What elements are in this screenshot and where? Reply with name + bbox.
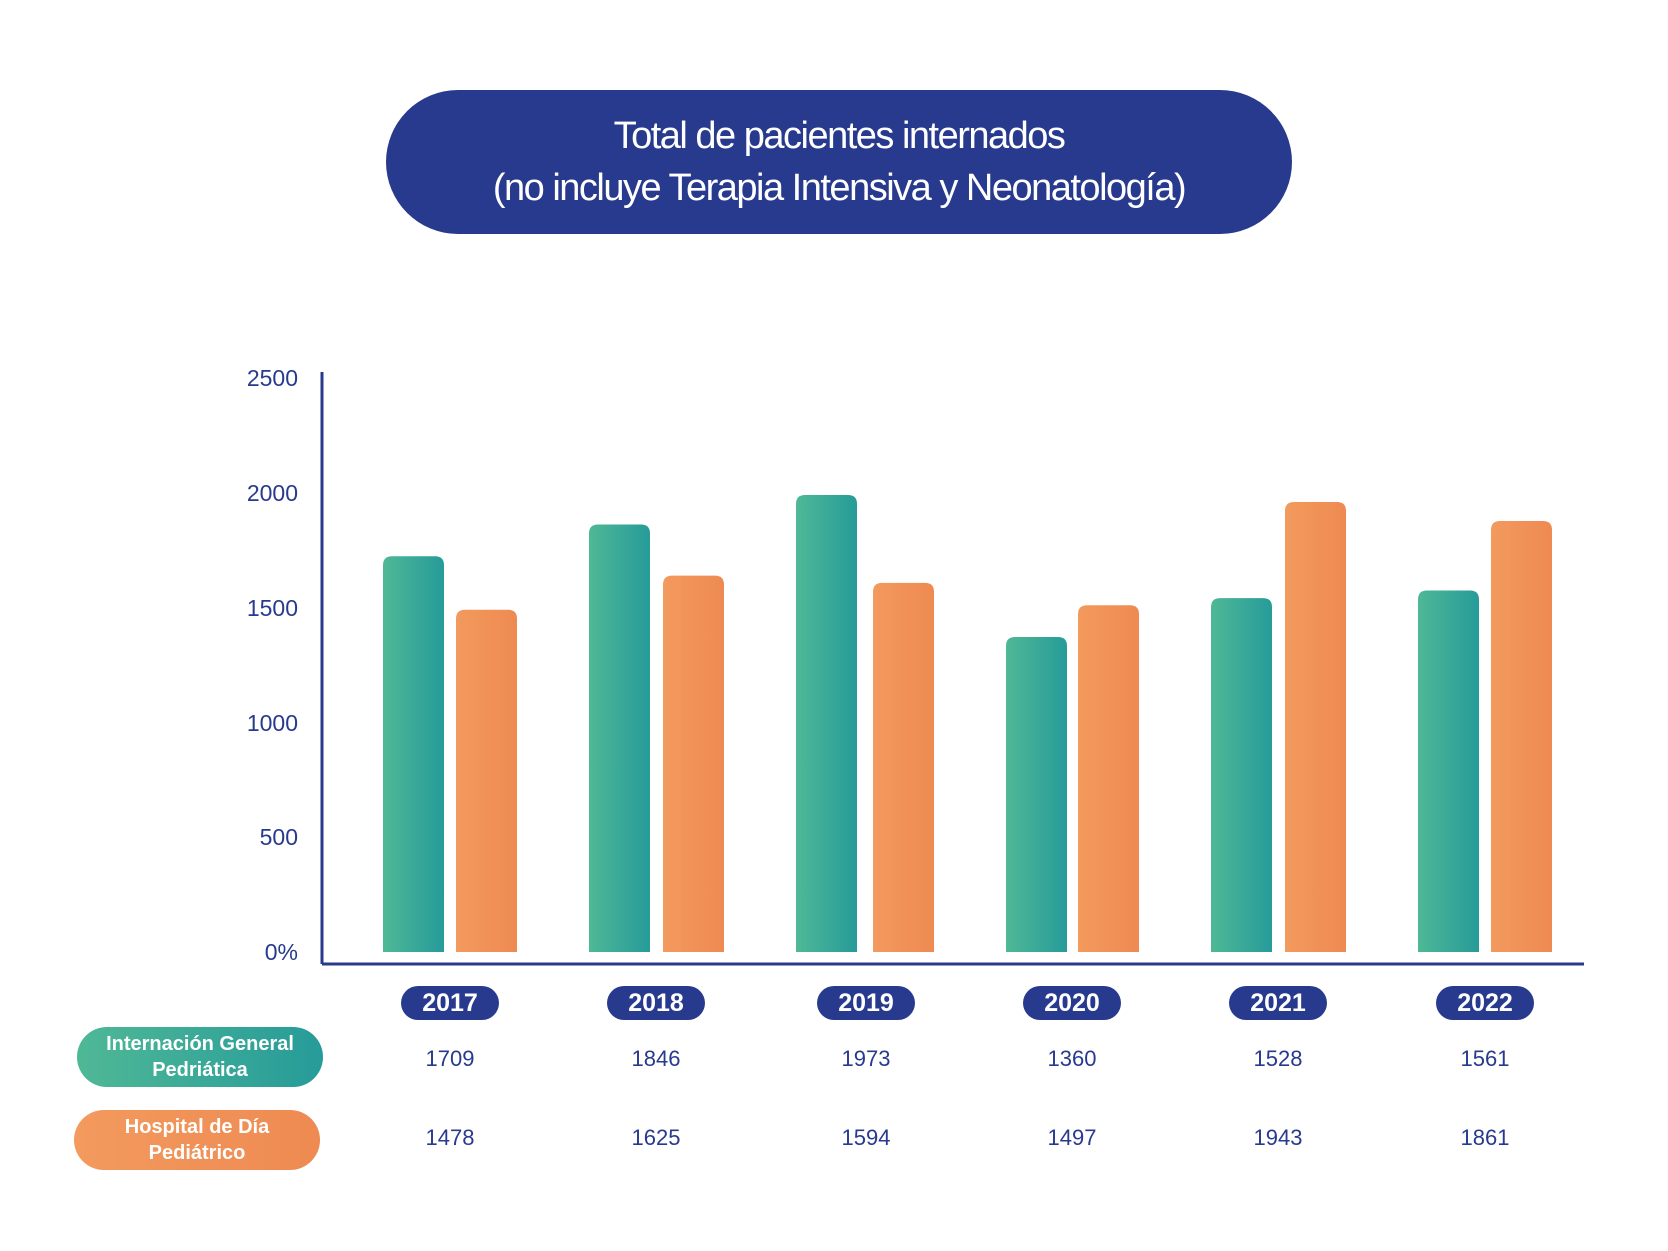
legend-internacion-line2: Pedriática — [152, 1059, 248, 1081]
y-tick-label: 1500 — [247, 595, 298, 621]
bar-internacion-2019 — [796, 495, 857, 952]
year-label-2020: 2020 — [1023, 986, 1121, 1020]
bar-hospital-dia-2019 — [873, 582, 934, 952]
value-internacion-2018: 1846 — [631, 1046, 681, 1071]
y-tick-label: 2500 — [247, 365, 298, 391]
year-label-2019: 2019 — [817, 986, 915, 1020]
legend-hospital-line2: Pediátrico — [148, 1142, 246, 1164]
bar-internacion-2021 — [1211, 598, 1272, 952]
value-internacion-2019: 1973 — [841, 1046, 891, 1071]
y-axis-ticks: 0% 500 1000 1500 2000 2500 — [247, 365, 298, 965]
bar-hospital-dia-2020 — [1078, 605, 1139, 952]
bar-internacion-2018 — [589, 524, 650, 952]
bar-hospital-dia-2022 — [1491, 520, 1552, 952]
y-tick-label: 1000 — [247, 710, 298, 736]
value-hospital-dia-2022: 1861 — [1460, 1125, 1510, 1150]
bars — [383, 495, 1552, 952]
value-internacion-2017: 1709 — [425, 1046, 475, 1071]
y-tick-label: 0% — [265, 939, 298, 965]
value-hospital-dia-2017: 1478 — [425, 1125, 475, 1150]
value-hospital-dia-2019: 1594 — [841, 1125, 891, 1150]
y-tick-label: 2000 — [247, 480, 298, 506]
y-tick-label: 500 — [260, 824, 298, 850]
bar-hospital-dia-2018 — [663, 575, 724, 952]
value-internacion-2020: 1360 — [1047, 1046, 1097, 1071]
bar-internacion-2020 — [1006, 637, 1067, 952]
chart-title: Total de pacientes internados (no incluy… — [386, 90, 1292, 234]
legend-internacion-general: Internación General Pedriática — [77, 1027, 323, 1087]
bar-internacion-2022 — [1418, 590, 1479, 952]
value-internacion-2022: 1561 — [1460, 1046, 1510, 1071]
year-label-2022: 2022 — [1436, 986, 1534, 1020]
legend-hospital-line1: Hospital de Día — [124, 1116, 270, 1138]
legend-internacion-line1: Internación General — [106, 1033, 294, 1055]
bar-internacion-2017 — [383, 556, 444, 952]
chart-title-line1: Total de pacientes internados — [613, 115, 1066, 157]
year-label-2021: 2021 — [1229, 986, 1327, 1020]
chart-title-line2: (no incluye Terapia Intensiva y Neonatol… — [492, 167, 1187, 209]
value-hospital-dia-2021: 1943 — [1253, 1125, 1303, 1150]
bar-hospital-dia-2017 — [456, 609, 517, 952]
year-label-2017: 2017 — [401, 986, 499, 1020]
value-internacion-2021: 1528 — [1253, 1046, 1303, 1071]
value-hospital-dia-2020: 1497 — [1047, 1125, 1097, 1150]
bar-hospital-dia-2021 — [1285, 502, 1346, 952]
legend-hospital-de-dia: Hospital de Día Pediátrico — [74, 1110, 320, 1170]
value-hospital-dia-2018: 1625 — [631, 1125, 681, 1150]
year-label-2018: 2018 — [607, 986, 705, 1020]
